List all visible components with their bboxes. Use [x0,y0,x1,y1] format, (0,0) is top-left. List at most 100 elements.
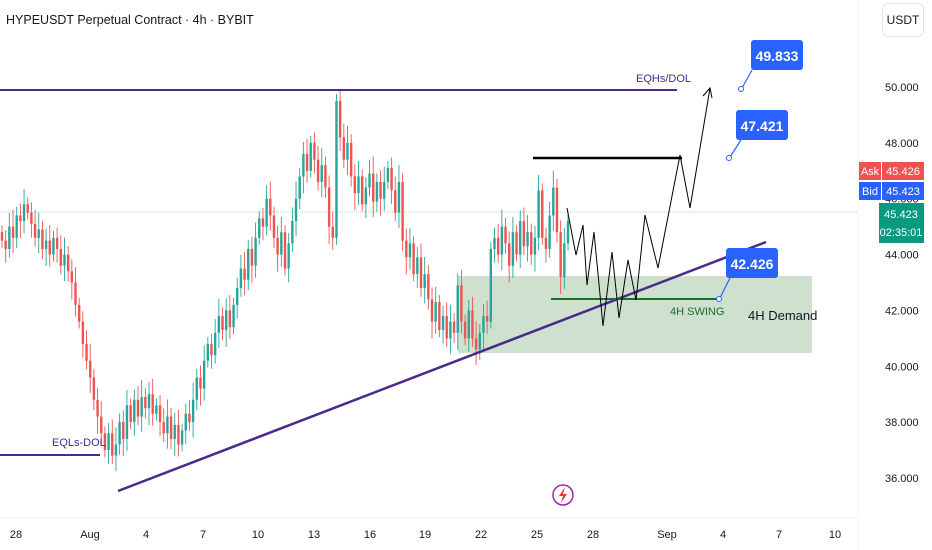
callout-49833[interactable]: 49.833 [738,40,804,92]
callout-42426-text: 42.426 [731,256,774,272]
ascending-trendline[interactable] [117,240,767,493]
candle-body [552,187,555,216]
candle-body [129,405,132,423]
candle-body [408,243,412,258]
candle-body [298,176,301,199]
candle-body [52,237,55,255]
candle-body [247,248,250,280]
price-tick-label: 44.000 [885,250,919,262]
candle-body [122,422,125,439]
time-tick-label: 7 [776,529,782,541]
time-tick-label: 28 [10,529,22,541]
candle-body [526,232,529,247]
candle-body [441,316,445,330]
lightning-icon[interactable] [552,484,574,506]
candle-body [261,218,265,227]
callout-42426[interactable]: 42.426 [716,248,779,302]
candle-body [8,226,11,249]
candle-body [471,310,474,339]
candle-body [291,221,294,244]
candle-body [125,405,129,439]
candle-body [44,240,48,249]
projection-path[interactable] [566,87,711,327]
callout-47421[interactable]: 47.421 [726,110,789,161]
time-axis[interactable]: 28 Aug 4 7 10 13 16 19 22 25 28 Sep 4 7 10 [10,529,841,541]
demand-zone[interactable] [458,276,812,353]
candle-body [375,181,379,202]
candle-body [489,248,493,322]
candle-body [111,433,114,456]
candle-body [144,397,147,409]
price-axis[interactable]: 50.00048.00046.00044.00042.00040.00038.0… [885,82,919,485]
candle-body [66,254,70,272]
candle-body [103,433,107,451]
candle-body [346,142,349,160]
candle-body [37,229,40,238]
candle-body [206,343,210,361]
candle-body [504,226,507,244]
candle-body [258,218,261,238]
candle-body [74,282,77,305]
candle-body [118,422,121,445]
candle-body [368,173,371,188]
price-tick-label: 38.000 [885,417,919,429]
current-price-value: 45.423 [884,209,918,221]
time-tick-label: 4 [143,529,149,541]
candle-body [467,310,470,339]
candle-body [507,243,511,266]
candle-body [166,416,169,434]
candle-body [15,215,18,238]
swing-label: 4H SWING [670,306,724,318]
candle-body [357,176,360,194]
candle-body [55,237,59,249]
candle-body [559,232,562,277]
candle-body [522,221,526,247]
time-tick-label: 28 [587,529,599,541]
candle-body [438,302,441,330]
time-tick-label: Sep [657,529,677,541]
candle-body [530,232,533,255]
candle-body [537,190,540,238]
candle-body [269,198,272,216]
candle-body [320,165,323,182]
bid-price: 45.423 [886,186,920,198]
candle-body [427,274,430,300]
candle-body [353,176,357,194]
candle-body [496,237,500,255]
candle-body [416,257,419,275]
candle-body [169,416,173,439]
candle-body [563,243,566,277]
candle-body [327,187,331,227]
candle-body [265,198,268,227]
price-tick-label: 48.000 [885,138,919,150]
chart-title: HYPEUSDT Perpetual Contract · 4h · BYBIT [6,13,254,27]
candle-body [155,405,158,414]
candle-body [511,232,515,266]
candle-body [224,310,228,330]
candle-body [405,240,408,258]
candle-body [136,399,140,417]
demand-label: 4H Demand [748,308,817,323]
callout-49833-text: 49.833 [756,48,799,64]
candle-body [331,226,334,238]
candle-body [243,268,246,280]
candle-body [232,304,235,328]
current-price-badge: 45.423 02:35:01 [879,203,924,243]
candles [0,90,570,472]
candle-body [188,413,191,423]
time-tick-label: 10 [829,529,841,541]
candle-body [22,204,26,222]
candle-body [401,181,404,241]
time-tick-label: 16 [364,529,376,541]
candle-body [254,237,257,266]
candle-body [184,413,187,431]
candle-body [26,204,29,213]
currency-button[interactable]: USDT [882,3,924,37]
candle-body [191,399,195,423]
candle-body [474,338,478,350]
candle-body [70,271,74,283]
time-tick-label: 4 [720,529,726,541]
candle-body [316,159,320,182]
candle-body [456,285,459,333]
